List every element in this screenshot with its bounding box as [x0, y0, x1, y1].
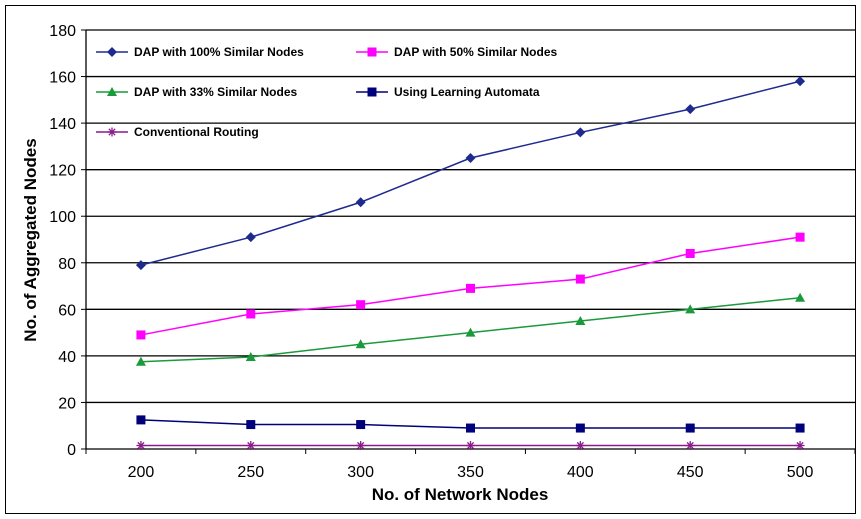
data-point: [575, 423, 585, 433]
data-point: [246, 441, 256, 451]
y-tick-label: 180: [49, 23, 76, 40]
data-point: [136, 330, 146, 340]
y-axis-ticks: 0 20 40 60 80 100 120 140 160 180: [49, 23, 86, 459]
data-point: [575, 127, 586, 138]
data-point: [795, 232, 805, 242]
data-point: [685, 423, 695, 433]
x-axis-ticks: 200 250 300 350 400 450 500: [85, 449, 856, 481]
data-point: [246, 309, 256, 319]
data-point: [356, 441, 366, 451]
data-point: [466, 283, 475, 293]
data-point: [575, 441, 585, 451]
y-tick-label: 140: [49, 116, 76, 133]
legend-label: DAP with 50% Similar Nodes: [394, 45, 557, 59]
data-point: [355, 339, 366, 349]
data-point: [795, 292, 806, 302]
data-point: [466, 423, 475, 433]
data-point: [246, 420, 256, 430]
legend-marker: [107, 87, 117, 96]
legend-marker: [367, 47, 377, 57]
legend-label: Conventional Routing: [134, 125, 259, 139]
x-axis-label: No. of Network Nodes: [372, 485, 549, 504]
y-tick-label: 0: [67, 442, 76, 459]
data-point: [136, 441, 146, 451]
data-point: [795, 76, 806, 87]
legend: DAP with 100% Similar Nodes DAP with 50% …: [96, 45, 557, 139]
data-point: [135, 260, 146, 271]
y-tick-label: 40: [58, 349, 76, 366]
data-point: [245, 232, 256, 243]
y-axis-label: No. of Aggregated Nodes: [21, 138, 40, 341]
x-tick-label: 450: [677, 464, 704, 481]
x-tick-label: 350: [457, 464, 484, 481]
x-tick-label: 200: [128, 464, 155, 481]
x-tick-label: 400: [567, 464, 594, 481]
data-point: [245, 352, 256, 362]
legend-label: DAP with 33% Similar Nodes: [134, 85, 297, 99]
data-point: [465, 153, 476, 164]
data-point: [356, 300, 366, 310]
chart-frame: [5, 5, 856, 514]
data-point: [575, 315, 586, 325]
data-point: [685, 248, 695, 258]
data-point: [685, 304, 696, 314]
y-tick-label: 20: [58, 395, 76, 412]
legend-label: DAP with 100% Similar Nodes: [134, 45, 304, 59]
legend-marker: [367, 87, 377, 97]
series-line: [140, 80, 801, 266]
legend-label: Using Learning Automata: [394, 85, 540, 99]
data-point: [466, 441, 475, 451]
y-tick-label: 160: [49, 70, 76, 87]
legend-marker: [107, 127, 117, 137]
data-point: [575, 274, 585, 284]
x-tick-label: 500: [787, 464, 814, 481]
data-point: [356, 420, 366, 430]
y-tick-label: 60: [58, 302, 76, 319]
data-point: [136, 415, 146, 425]
data-point: [685, 441, 695, 451]
data-point: [685, 104, 696, 115]
data-series: [135, 76, 806, 451]
data-point: [135, 356, 146, 366]
y-tick-label: 100: [49, 209, 76, 226]
y-tick-label: 80: [58, 256, 76, 273]
data-point: [465, 327, 476, 337]
data-point: [795, 423, 805, 433]
y-tick-label: 120: [49, 163, 76, 180]
data-point: [795, 441, 805, 451]
x-tick-label: 250: [237, 464, 264, 481]
data-point: [355, 197, 366, 208]
gridlines: [86, 29, 855, 404]
legend-marker: [107, 47, 117, 57]
x-tick-label: 300: [347, 464, 374, 481]
